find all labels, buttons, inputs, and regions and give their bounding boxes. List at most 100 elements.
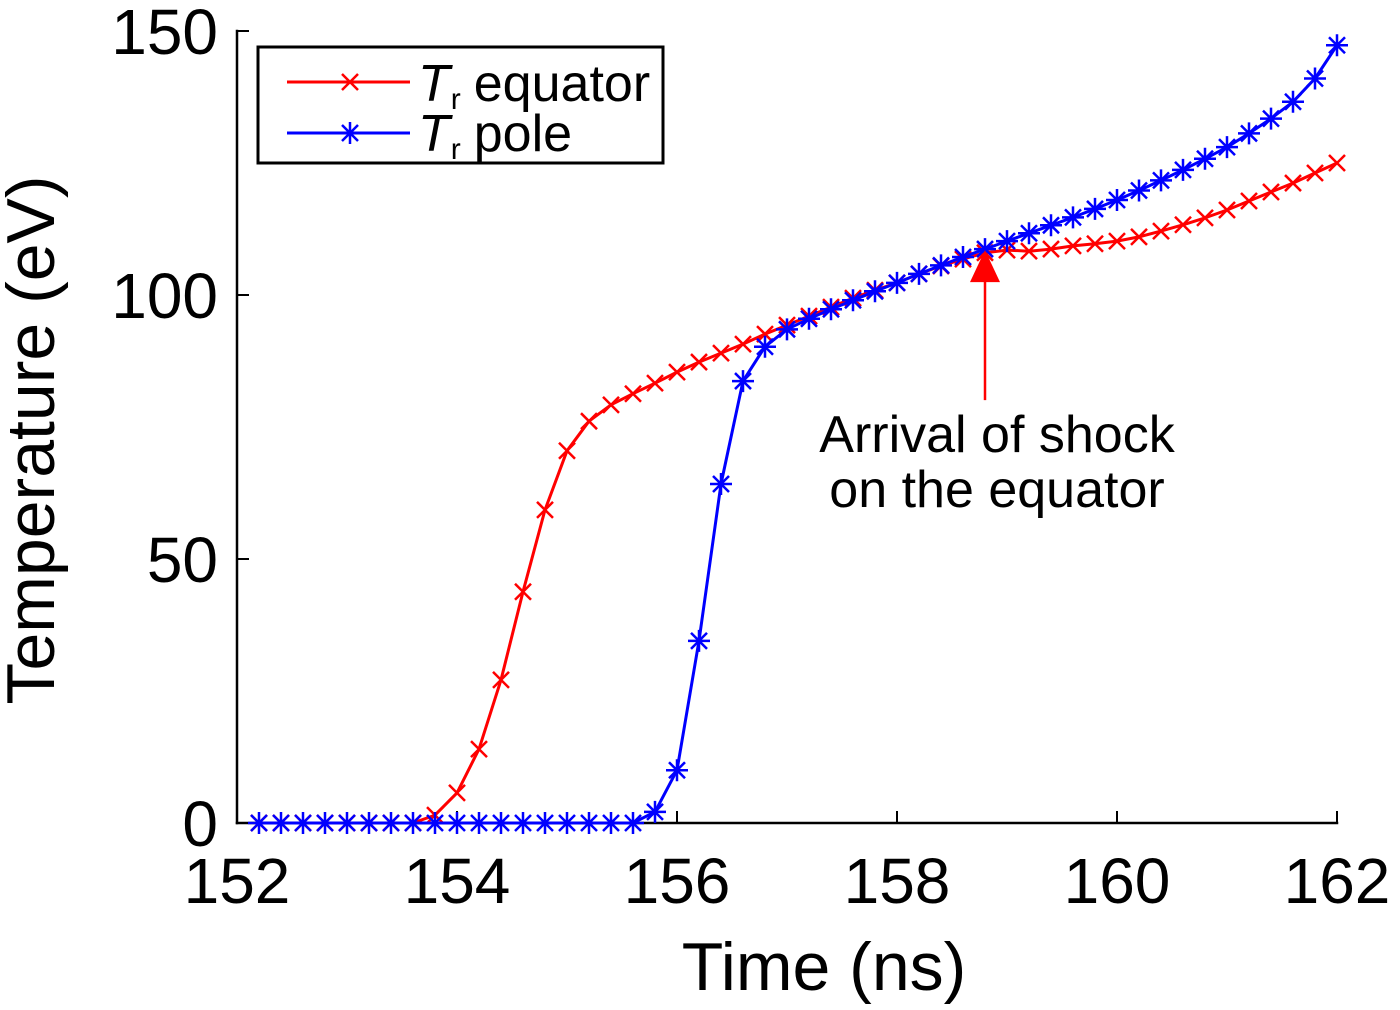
annotation-text-line: on the equator bbox=[829, 461, 1164, 519]
pole-point bbox=[732, 370, 754, 393]
pole-point bbox=[270, 812, 292, 834]
legend-symbol: T bbox=[418, 105, 453, 163]
y-axis-label: Temperature (eV) bbox=[0, 175, 69, 704]
x-tick-label: 162 bbox=[1284, 845, 1391, 917]
pole-point bbox=[952, 245, 974, 268]
equator-point bbox=[1130, 228, 1148, 246]
pole-point bbox=[644, 800, 666, 823]
equator-point bbox=[756, 325, 774, 343]
equator-point bbox=[1020, 242, 1038, 261]
pole-point bbox=[248, 812, 270, 834]
pole-point bbox=[1128, 179, 1150, 202]
legend-series-name: equator bbox=[474, 55, 650, 113]
pole-point bbox=[468, 812, 490, 834]
x-axis-label: Time (ns) bbox=[682, 929, 967, 1005]
pole-point bbox=[886, 271, 908, 294]
equator-point bbox=[1240, 192, 1258, 210]
pole-point bbox=[292, 812, 314, 834]
pole-point bbox=[996, 230, 1018, 253]
equator-point bbox=[734, 335, 752, 353]
equator-point bbox=[690, 353, 708, 371]
equator-point bbox=[712, 344, 730, 362]
annotation-arrow-head bbox=[970, 250, 1000, 283]
x-tick-label: 158 bbox=[844, 845, 951, 917]
equator-point bbox=[602, 395, 620, 414]
equator-point bbox=[1328, 154, 1346, 172]
equator-point bbox=[470, 740, 488, 758]
pole-point bbox=[336, 812, 358, 834]
equator-point bbox=[1306, 164, 1324, 182]
pole-point bbox=[380, 812, 402, 834]
pole-point bbox=[622, 812, 644, 834]
equator-point bbox=[1284, 174, 1302, 192]
legend-pole-marker bbox=[339, 122, 361, 144]
y-tick-label: 100 bbox=[111, 260, 218, 332]
y-tick-label: 0 bbox=[182, 788, 218, 860]
pole-point bbox=[1106, 188, 1128, 211]
pole-point bbox=[1282, 90, 1304, 113]
pole-point bbox=[820, 298, 842, 321]
pole-point bbox=[1062, 206, 1084, 229]
legend-box bbox=[256, 45, 665, 165]
pole-point bbox=[446, 812, 468, 834]
pole-point bbox=[842, 289, 864, 312]
pole-point bbox=[1260, 107, 1282, 130]
equator-point bbox=[1064, 237, 1082, 255]
pole-series bbox=[248, 34, 1348, 834]
pole-point bbox=[424, 812, 446, 834]
equator-point bbox=[514, 582, 532, 601]
pole-point bbox=[314, 812, 336, 834]
pole-point bbox=[1172, 158, 1194, 181]
equator-point bbox=[580, 412, 598, 431]
pole-point bbox=[776, 318, 798, 341]
equator-point bbox=[1262, 183, 1280, 201]
legend-series-name: pole bbox=[474, 105, 572, 163]
pole-point bbox=[666, 759, 688, 782]
pole-point bbox=[1150, 169, 1172, 192]
equator-series bbox=[250, 154, 1346, 832]
legend-subscript: r bbox=[451, 133, 461, 166]
x-tick-label: 156 bbox=[624, 845, 731, 917]
equator-point bbox=[448, 784, 466, 802]
equator-point bbox=[1174, 215, 1192, 234]
legend-label-equator: Tr equator bbox=[418, 55, 650, 116]
pole-point bbox=[710, 473, 732, 496]
pole-point bbox=[908, 262, 930, 285]
pole-point bbox=[1194, 147, 1216, 170]
equator-point bbox=[558, 441, 576, 460]
pole-point bbox=[1040, 214, 1062, 237]
y-tick-label: 50 bbox=[147, 524, 218, 596]
pole-point bbox=[534, 812, 556, 834]
pole-point bbox=[578, 812, 600, 834]
pole-point bbox=[798, 307, 820, 330]
equator-point bbox=[1196, 209, 1214, 227]
pole-point bbox=[490, 812, 512, 834]
pole-point bbox=[1018, 222, 1040, 245]
annotation-text-line: Arrival of shock bbox=[819, 406, 1175, 464]
legend: Tr equator Tr pole bbox=[256, 45, 665, 166]
pole-point bbox=[1304, 67, 1326, 90]
pole-point bbox=[556, 812, 578, 834]
equator-point bbox=[624, 384, 642, 403]
legend-label-pole: Tr pole bbox=[418, 105, 572, 166]
legend-symbol: T bbox=[418, 55, 453, 113]
legend-equator-marker bbox=[341, 73, 359, 91]
x-tick-label: 154 bbox=[404, 845, 511, 917]
pole-point bbox=[974, 238, 996, 261]
pole-point bbox=[688, 629, 710, 652]
pole-point bbox=[1326, 34, 1348, 57]
shock-arrival-annotation: Arrival of shock on the equator bbox=[819, 250, 1176, 519]
equator-point bbox=[536, 501, 554, 519]
equator-point bbox=[1086, 234, 1104, 253]
equator-point bbox=[492, 671, 510, 689]
equator-point bbox=[1042, 240, 1060, 258]
equator-point bbox=[646, 374, 664, 393]
pole-point bbox=[930, 254, 952, 277]
equator-point bbox=[1108, 232, 1126, 251]
y-tick-label: 150 bbox=[111, 0, 218, 68]
pole-point bbox=[1084, 197, 1106, 220]
pole-point bbox=[600, 812, 622, 834]
equator-point bbox=[1218, 201, 1236, 219]
